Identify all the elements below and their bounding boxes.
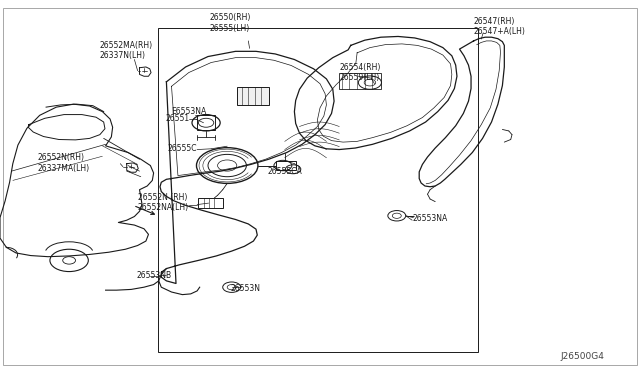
Text: 26552N (RH)
26552NA(LH): 26552N (RH) 26552NA(LH) [138,193,189,212]
Bar [276,161,296,170]
Text: 26547(RH)
26547+A(LH): 26547(RH) 26547+A(LH) [474,17,525,36]
Text: 26552MA(RH)
26337N(LH): 26552MA(RH) 26337N(LH) [99,41,152,60]
Text: 26552N(RH)
26337MA(LH): 26552N(RH) 26337MA(LH) [37,153,89,173]
Text: 26551: 26551 [165,114,189,123]
Text: J26500G4: J26500G4 [560,352,604,361]
Text: 26553N: 26553N [230,284,260,293]
Text: 26553NA: 26553NA [413,214,448,223]
Text: 26550(RH)
26555(LH): 26550(RH) 26555(LH) [210,13,252,33]
Text: E6553NA: E6553NA [172,107,207,116]
Text: 26555CA: 26555CA [268,167,302,176]
Text: 26554(RH)
26559(LH): 26554(RH) 26559(LH) [339,63,381,82]
Bar [197,115,215,130]
Bar [158,28,478,352]
Bar [198,198,223,208]
Text: 26555C: 26555C [168,144,197,153]
FancyBboxPatch shape [237,87,269,105]
Bar [339,73,381,89]
Text: 26553NB: 26553NB [136,271,172,280]
